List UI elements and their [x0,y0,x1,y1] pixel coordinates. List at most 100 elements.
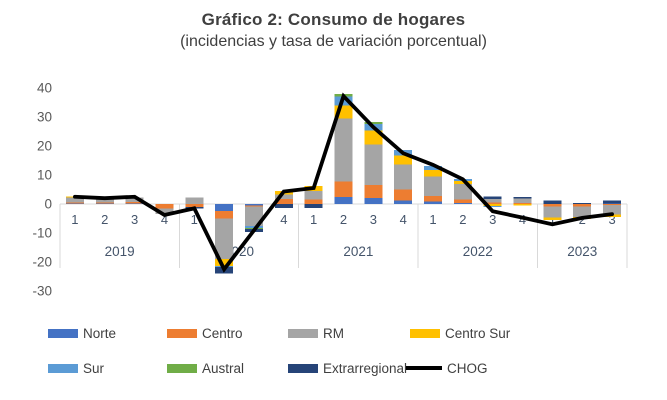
bar-norte-2022-2 [453,202,472,204]
bar-centro-2023-3 [603,204,622,205]
bar-rm-2021-3 [364,144,383,185]
legend-item-centro: Centro [167,325,243,341]
x-axis-quarter-label: 3 [608,212,615,227]
y-axis-tick-label: -10 [32,226,52,241]
bar-centro-2020-4 [274,199,293,204]
bar-rm-2022-2 [453,183,472,200]
x-axis-year-label: 2022 [463,244,493,259]
bar-rm-2022-1 [424,176,443,196]
bar-austral-2021-3 [364,122,383,124]
legend-line-marker [406,366,442,370]
bar-extrarregional-2023-2 [573,203,592,204]
bar-rm-2019-1 [65,197,84,203]
x-axis-quarter-label: 2 [459,212,466,227]
bar-centro-sur-2022-1 [424,170,443,177]
bar-extrarregional-2023-1 [543,200,562,204]
legend-color-swatch [167,328,197,338]
x-axis-quarter-label: 1 [429,212,436,227]
bar-centro-2023-2 [573,204,592,207]
y-axis-tick-label: 10 [37,168,52,183]
bar-norte-2023-3 [603,203,622,205]
bar-rm-2021-1 [304,190,323,200]
x-axis-quarter-label: 4 [161,212,168,227]
bar-centro-2022-3 [483,202,502,204]
x-axis-quarter-label: 2 [101,212,108,227]
chog-line [73,92,614,273]
x-axis-quarter-label: 4 [280,212,287,227]
chart-canvas: 403020100-10-20-301234201912342020123420… [32,81,628,299]
bar-norte-2019-2 [95,203,114,205]
bar-sur-2020-3 [244,226,263,229]
bar-centro-2020-1 [185,204,204,207]
bar-centro-2019-1 [65,202,84,204]
bar-rm-2022-3 [483,198,502,203]
bar-rm-2020-1 [185,197,204,204]
bar-centro-2020-3 [244,205,263,207]
legend-label: RM [323,325,344,341]
legend-item-chog: CHOG [406,360,488,376]
legend-color-swatch [410,328,440,338]
legend-label: Extrarregional [323,360,408,376]
bar-centro-2019-3 [125,201,144,204]
bar-centro-2022-2 [453,199,472,203]
legend-item-rm: RM [288,325,344,341]
x-axis-quarter-label: 1 [71,212,78,227]
bar-rm-2023-2 [573,206,592,217]
bar-centro-2021-4 [394,189,413,201]
y-axis-tick-label: 0 [44,197,52,212]
bar-centro-2020-2 [215,210,234,219]
bar-rm-2023-1 [543,206,562,218]
x-axis-quarter-label: 4 [400,212,407,227]
bar-norte-2020-2 [215,204,234,211]
bar-rm-2023-3 [603,204,622,215]
legend-color-swatch [48,363,78,373]
legend-item-norte: Norte [48,325,116,341]
bar-rm-2019-4 [155,208,174,215]
x-axis-quarter-label: 3 [489,212,496,227]
legend-label: Centro Sur [445,325,511,341]
bar-rm-2022-4 [513,198,532,203]
bar-rm-2020-4 [274,194,293,200]
legend-color-swatch [167,363,197,373]
bar-rm-2021-4 [394,164,413,190]
y-axis-tick-label: 30 [37,110,52,125]
chart-subtitle: (incidencias y tasa de variación porcent… [180,33,487,50]
bar-centro-2023-1 [543,204,562,207]
bar-extrarregional-2022-4 [513,197,532,199]
chart-title: Gráfico 2: Consumo de hogares [201,10,466,29]
legend-label: Centro [202,325,243,341]
y-axis-tick-label: 20 [37,139,52,154]
bar-centro-2021-2 [334,181,353,197]
x-axis-quarter-label: 1 [310,212,317,227]
bar-centro-sur-2023-1 [543,217,562,220]
bar-extrarregional-2020-4 [274,204,293,209]
bar-rm-2020-2 [215,218,234,260]
bar-norte-2020-3 [244,204,263,206]
legend-item-sur: Sur [48,360,104,376]
bar-norte-2019-1 [65,203,84,204]
bar-rm-2019-3 [125,197,144,202]
x-axis-quarter-label: 1 [191,212,198,227]
bar-extrarregional-2023-3 [603,200,622,204]
bar-rm-2021-2 [334,118,353,182]
bar-norte-2021-4 [394,200,413,204]
bar-centro-sur-2022-3 [483,204,502,207]
legend-item-extrarregional: Extrarregional [288,360,407,376]
bar-centro-2021-1 [304,199,323,204]
x-axis-quarter-label: 3 [131,212,138,227]
legend-item-austral: Austral [167,360,244,376]
bar-norte-2022-1 [424,201,443,204]
bar-centro-sur-2020-2 [215,259,234,266]
bar-rm-2020-3 [244,206,263,227]
x-axis-year-label: 2023 [567,244,597,259]
bar-extrarregional-2021-1 [304,204,323,208]
legend-color-swatch [288,363,318,373]
bar-rm-2019-2 [95,198,114,203]
legend-label: Austral [202,360,245,376]
bar-centro-sur-2021-3 [364,130,383,145]
bar-centro-2021-3 [364,184,383,199]
bar-centro-2022-4 [513,202,532,204]
bar-extrarregional-2022-3 [483,196,502,199]
bar-centro-sur-2022-4 [513,204,532,206]
